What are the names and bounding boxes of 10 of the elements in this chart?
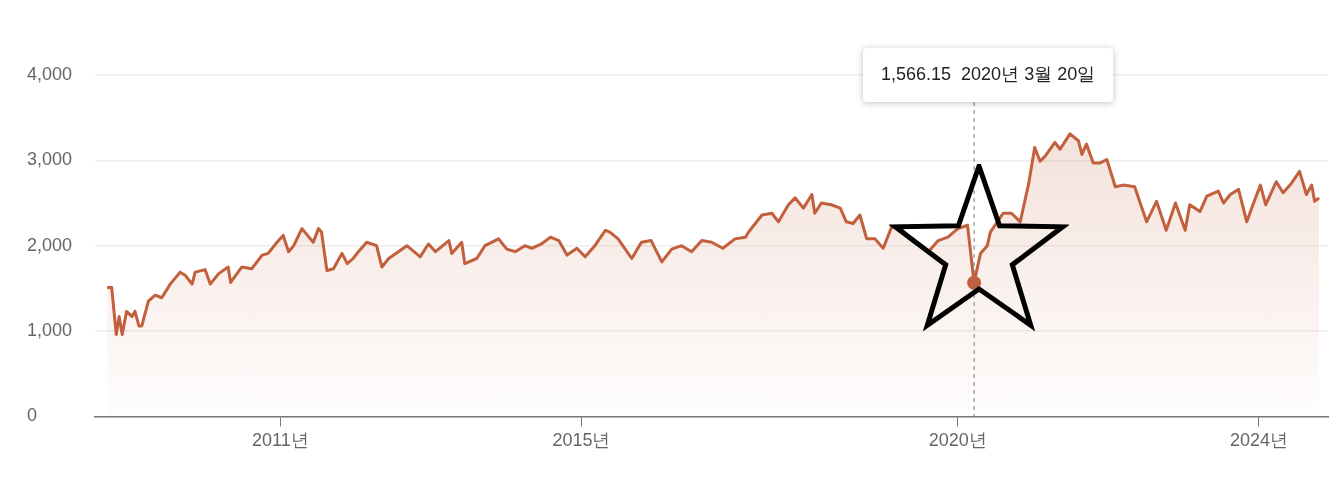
x-tick-label: 2015년 xyxy=(552,430,611,451)
x-tick-label: 2011년 xyxy=(251,430,309,451)
x-tick-label: 2024년 xyxy=(1229,430,1288,451)
x-tick-label: 2020년 xyxy=(928,430,987,451)
y-tick-label: 2,000 xyxy=(27,234,73,255)
y-tick-label: 0 xyxy=(27,405,38,426)
annotation: 1,566.15 2020년 3월 20일 xyxy=(881,63,1096,84)
y-tick-label: 4,000 xyxy=(27,63,73,84)
y-tick-label: 1,000 xyxy=(27,320,73,341)
y-tick-label: 3,000 xyxy=(27,149,73,170)
